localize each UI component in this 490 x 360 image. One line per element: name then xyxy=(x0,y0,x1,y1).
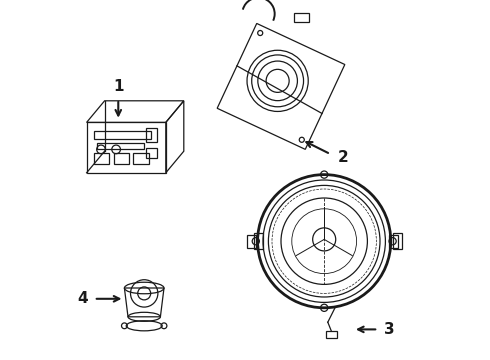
Bar xyxy=(146,128,157,142)
Bar xyxy=(146,148,157,158)
Bar xyxy=(392,233,402,249)
Bar xyxy=(133,153,148,164)
Bar xyxy=(94,153,109,164)
Bar xyxy=(254,233,263,249)
Text: 2: 2 xyxy=(338,150,348,165)
Bar xyxy=(114,153,129,164)
Bar xyxy=(294,13,309,22)
Bar xyxy=(326,331,337,338)
Text: 4: 4 xyxy=(78,291,88,306)
Text: 1: 1 xyxy=(113,79,123,94)
Bar xyxy=(98,143,144,149)
Bar xyxy=(389,235,398,248)
Bar xyxy=(247,235,256,248)
Text: 3: 3 xyxy=(384,322,394,337)
Bar xyxy=(94,131,151,139)
